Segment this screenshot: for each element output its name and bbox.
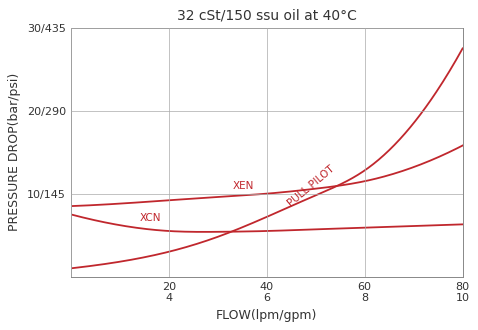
Text: XEN: XEN bbox=[232, 181, 254, 191]
Title: 32 cSt/150 ssu oil at 40°C: 32 cSt/150 ssu oil at 40°C bbox=[177, 8, 357, 22]
Y-axis label: PRESSURE DROP(bar/psi): PRESSURE DROP(bar/psi) bbox=[8, 73, 22, 231]
X-axis label: FLOW(lpm/gpm): FLOW(lpm/gpm) bbox=[216, 309, 317, 322]
Text: XCN: XCN bbox=[140, 213, 161, 223]
Text: PULL PILOT: PULL PILOT bbox=[286, 164, 337, 209]
